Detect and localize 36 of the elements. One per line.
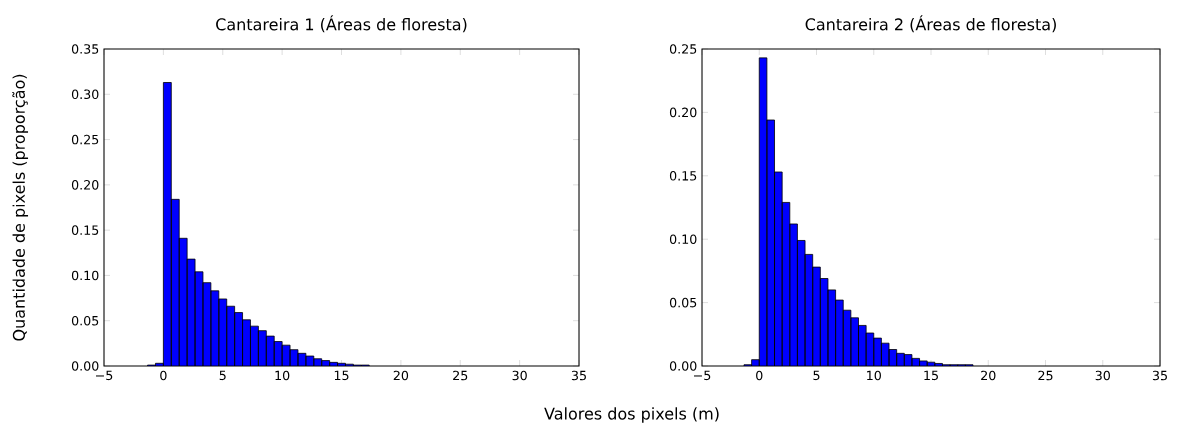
x-tick-label: 15 [334, 370, 349, 381]
y-tick-label: 0.30 [71, 89, 99, 100]
y-tick-label: 0.10 [669, 234, 697, 244]
x-tick-label: 0 [756, 370, 763, 381]
y-tick-label: 0.20 [669, 107, 697, 118]
y-tick-label: 0.25 [71, 134, 99, 145]
x-tick-label: 5 [813, 370, 820, 381]
y-tick-label: 0.00 [669, 361, 697, 371]
y-tick-label: 0.35 [71, 44, 99, 54]
x-tick-label: 35 [571, 370, 586, 381]
chart-title: Cantareira 2 (Áreas de floresta) [805, 15, 1056, 33]
x-tick-label: −5 [694, 370, 711, 381]
x-tick-label: 20 [981, 370, 996, 381]
x-tick-label: 25 [1038, 370, 1053, 381]
x-tick-label: 25 [453, 370, 468, 381]
x-tick-label: 15 [924, 370, 938, 381]
x-tick-label: 10 [275, 370, 290, 381]
y-tick-label: 0.15 [71, 225, 99, 235]
y-tick-label: 0.15 [669, 171, 697, 181]
x-axis-title: Valores dos pixels (m) [544, 407, 719, 423]
x-tick-label: 0 [160, 370, 167, 381]
x-tick-label: 30 [512, 370, 527, 381]
x-tick-label: 20 [393, 370, 409, 381]
y-tick-label: 0.20 [71, 180, 99, 190]
y-tick-label: 0.05 [71, 315, 99, 326]
x-tick-label: −5 [96, 370, 113, 381]
y-tick-label: 0.10 [71, 270, 99, 281]
chart-title: Cantareira 1 (Áreas de floresta) [216, 15, 467, 33]
x-tick-label: 35 [1152, 370, 1167, 381]
y-tick-label: 0.00 [71, 361, 99, 371]
x-tick-label: 5 [219, 370, 226, 381]
y-tick-label: 0.05 [669, 297, 697, 308]
x-tick-label: 30 [1095, 370, 1110, 381]
y-tick-label: 0.25 [669, 44, 697, 54]
y-axis-title: Quantidade de pixels (proporção) [12, 74, 29, 341]
x-tick-label: 10 [867, 370, 881, 381]
